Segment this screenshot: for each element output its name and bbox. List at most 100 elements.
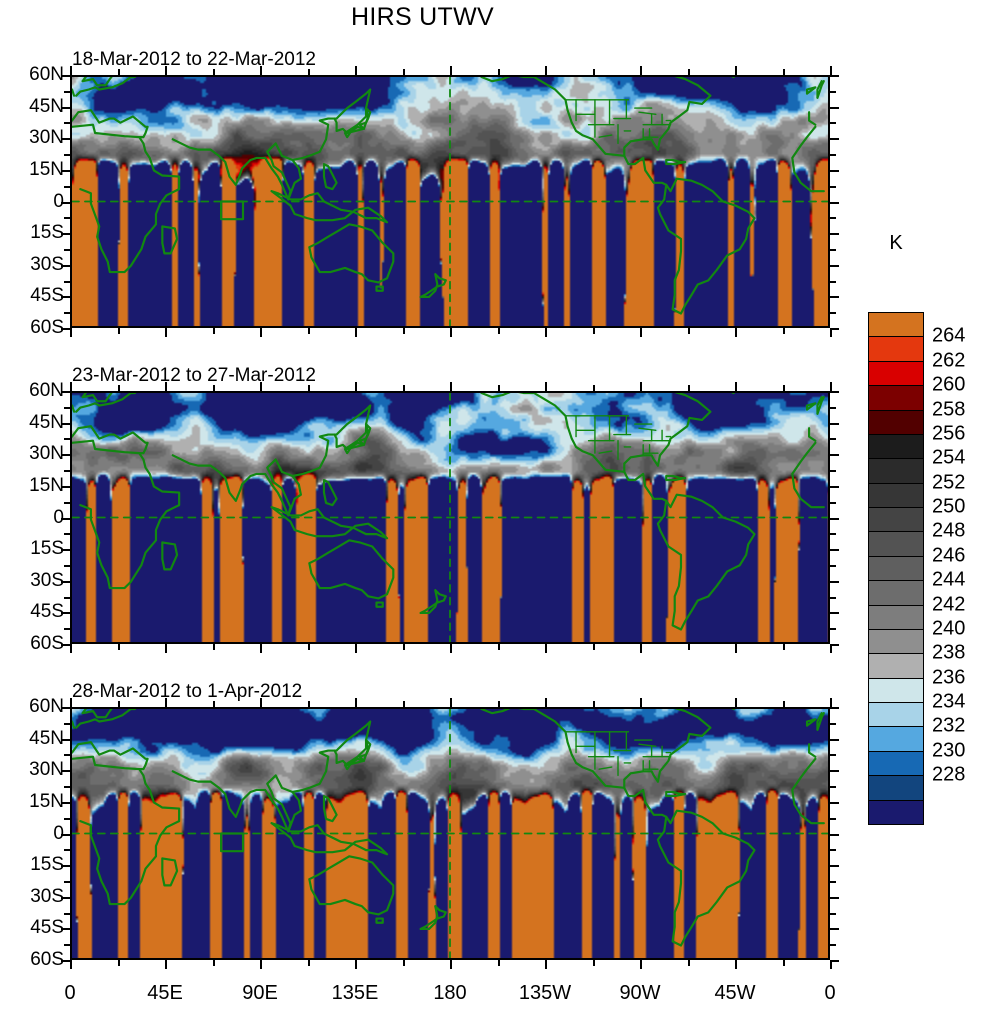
x-axis-tick: [307, 328, 310, 334]
y-axis-tick: [830, 312, 836, 315]
coastline-path: [816, 396, 823, 415]
x-axis-tick: [592, 385, 595, 391]
coastline-path: [791, 757, 825, 825]
x-axis-tick: [212, 701, 215, 707]
coastline-path: [665, 474, 687, 482]
y-axis-tick: [61, 138, 70, 141]
panel-2-subtitle: 23-Mar-2012 to 27-Mar-2012: [72, 365, 316, 386]
colorbar-band: [868, 360, 924, 387]
coastline-path: [805, 718, 817, 727]
x-axis-tick: [782, 644, 785, 650]
x-axis-tick: [687, 385, 690, 391]
colorbar-band: [868, 385, 924, 411]
x-axis-tick: [117, 385, 120, 391]
panel-1-subtitle: 18-Mar-2012 to 22-Mar-2012: [72, 49, 316, 70]
coastline-overlay: [72, 393, 828, 642]
coastline-path: [480, 393, 668, 502]
x-axis-tick: [782, 960, 785, 966]
y-tick-label: 15S: [30, 222, 64, 244]
y-axis-tick: [830, 296, 839, 299]
region-box-marker: [220, 200, 245, 221]
colorbar-band: [868, 775, 924, 801]
coastline-path: [322, 163, 338, 191]
coastline-path: [480, 77, 668, 186]
y-axis-tick: [64, 501, 70, 504]
x-axis-tick: [830, 698, 832, 707]
colorbar-band: [868, 677, 924, 704]
y-axis-tick: [830, 928, 839, 931]
y-axis-tick: [61, 549, 70, 552]
y-axis-tick: [64, 217, 70, 220]
x-axis-tick: [735, 644, 737, 653]
colorbar-tick-label: 232: [932, 714, 966, 737]
y-axis-tick: [830, 817, 836, 820]
colorbar-band: [868, 312, 924, 338]
x-axis-tick: [497, 328, 500, 334]
coastline-path: [805, 402, 817, 411]
y-tick-label: 60N: [29, 696, 64, 717]
y-axis-tick: [830, 754, 836, 757]
coastline-path: [791, 125, 825, 193]
coastline-path: [598, 766, 613, 770]
coastline-path: [480, 709, 668, 818]
y-axis-tick: [830, 233, 839, 236]
y-axis-tick: [830, 422, 839, 425]
x-axis-tick: [212, 69, 215, 75]
coastline-path: [419, 273, 447, 299]
coastline-path: [161, 857, 179, 887]
y-axis-tick: [61, 580, 70, 583]
x-axis-tick: [355, 328, 357, 337]
coastline-path: [81, 393, 113, 403]
y-axis-tick: [64, 470, 70, 473]
x-axis-tick: [165, 382, 167, 391]
y-axis-tick: [61, 454, 70, 457]
y-tick-label: 15N: [29, 790, 64, 812]
colorbar: 264 262 260 258 256 254 252 250 248 246 244 242 240 2…: [868, 312, 965, 825]
y-axis-tick: [830, 106, 839, 109]
coastline-overlay: [72, 709, 828, 958]
y-axis-tick: [61, 644, 70, 646]
x-axis-tick: [165, 66, 167, 75]
coastline-path: [623, 770, 659, 789]
x-axis-tick: [260, 960, 262, 969]
y-axis-tick: [61, 296, 70, 299]
y-axis-tick: [61, 770, 70, 773]
x-axis-tick: [687, 960, 690, 966]
x-axis-tick: [497, 960, 500, 966]
y-axis-tick: [64, 912, 70, 915]
x-axis-tick: [592, 328, 595, 334]
coastline-path: [308, 223, 395, 284]
x-axis-tick: [260, 644, 262, 653]
x-axis-tick: [830, 382, 832, 391]
y-axis-tick: [64, 880, 70, 883]
region-box-marker: [220, 832, 245, 853]
x-axis-tick: [640, 960, 642, 969]
coastline-path: [598, 134, 613, 138]
x-axis-tick: [545, 382, 547, 391]
y-tick-label: 60N: [29, 380, 64, 401]
x-axis-tick: [165, 960, 167, 969]
y-axis-tick: [830, 217, 836, 220]
y-axis-tick: [830, 770, 839, 773]
x-tick-label: 45E: [147, 982, 183, 1004]
x-axis-tick: [592, 644, 595, 650]
colorbar-band: [868, 482, 924, 509]
x-axis-tick: [450, 698, 452, 707]
coastline-path: [72, 720, 76, 729]
y-tick-label: 30N: [29, 127, 64, 149]
x-axis-tick: [260, 382, 262, 391]
y-axis-tick: [64, 90, 70, 93]
x-axis-tick: [402, 644, 405, 650]
x-axis-tick: [545, 698, 547, 707]
coastline-path: [808, 427, 817, 442]
y-axis-tick: [61, 106, 70, 109]
coastline-path: [161, 541, 179, 571]
y-axis-tick: [830, 722, 836, 725]
x-axis-tick: [450, 960, 452, 969]
x-axis-tick: [545, 644, 547, 653]
x-axis-tick: [640, 66, 642, 75]
y-axis-tick: [64, 312, 70, 315]
y-axis-tick: [830, 517, 839, 520]
y-axis-tick: [64, 122, 70, 125]
x-axis-tick: [640, 698, 642, 707]
